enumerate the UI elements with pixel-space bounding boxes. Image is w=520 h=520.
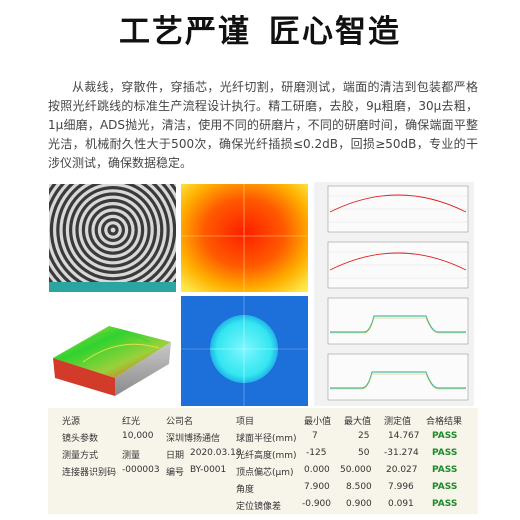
profile-chart-3: [327, 297, 469, 345]
result-value: 14.767: [388, 431, 420, 441]
results-header-min: 最小值: [304, 417, 332, 427]
result-value: 7.996: [388, 482, 414, 492]
result-min: 0.000: [304, 465, 330, 475]
measurement-table: 光源 红光 镜头参数 10,000 测量方式 测量 连接器识别码 -000003…: [48, 408, 478, 514]
result-status: PASS: [432, 465, 458, 475]
info-label: 光源: [62, 417, 81, 427]
title-right: 匠心智造: [269, 14, 401, 50]
title-left: 工艺严谨: [119, 14, 251, 50]
results-header-max: 最大值: [344, 417, 372, 427]
result-item: 球面半径(mm): [236, 434, 297, 444]
results-header-value: 测定值: [384, 417, 412, 427]
page-title: 工艺严谨 匠心智造: [0, 6, 520, 51]
result-status: PASS: [432, 499, 458, 509]
company-label: 编号: [166, 468, 185, 478]
info-label: 镜头参数: [62, 434, 99, 444]
info-value: 红光: [122, 417, 141, 427]
result-min: -125: [306, 448, 327, 458]
profile-chart-4: [327, 353, 469, 401]
info-label: 连接器识别码: [62, 468, 117, 478]
info-value: -000003: [122, 465, 160, 475]
profile-charts: [314, 182, 474, 406]
company-label: 日期: [166, 451, 185, 461]
result-value: 0.091: [388, 499, 414, 509]
result-max: 25: [358, 431, 370, 441]
info-label: 测量方式: [62, 451, 99, 461]
description-paragraph: 从裁线，穿散件，穿插芯，光纤切割，研磨测试，端面的清洁到包装都严格按照光纤跳线的…: [48, 80, 478, 170]
result-status: PASS: [432, 448, 458, 458]
info-value: 10,000: [122, 431, 154, 441]
result-max: 50.000: [340, 465, 372, 475]
result-value: -31.274: [384, 448, 419, 458]
result-min: -0.900: [302, 499, 332, 509]
result-status: PASS: [432, 482, 458, 492]
result-item: 顶点偏芯(μm): [236, 468, 294, 478]
result-item: 定位镜像差: [236, 502, 282, 512]
result-item: 光纤高度(mm): [236, 451, 297, 461]
surface-3d-image: [49, 296, 176, 406]
company-label: 公司名: [166, 417, 194, 427]
result-max: 0.900: [346, 499, 372, 509]
profile-chart-2: [327, 241, 469, 289]
height-heatmap-image: [181, 184, 308, 292]
result-min: 7: [312, 431, 318, 441]
result-value: 20.027: [386, 465, 418, 475]
company-value: BY-0001: [190, 465, 227, 475]
result-max: 8.500: [346, 482, 372, 492]
results-header-item: 项目: [236, 417, 255, 427]
interference-fringe-image: [49, 184, 176, 292]
info-value: 测量: [122, 451, 141, 461]
company-value: 2020.03.18: [190, 448, 242, 458]
result-max: 50: [358, 448, 370, 458]
result-min: 7.900: [304, 482, 330, 492]
company-value: 深圳博扬通信: [166, 434, 221, 444]
results-header-result: 合格结果: [426, 417, 463, 427]
core-position-image: [181, 296, 308, 406]
profile-chart-1: [327, 185, 469, 233]
result-item: 角度: [236, 485, 255, 495]
result-status: PASS: [432, 431, 458, 441]
